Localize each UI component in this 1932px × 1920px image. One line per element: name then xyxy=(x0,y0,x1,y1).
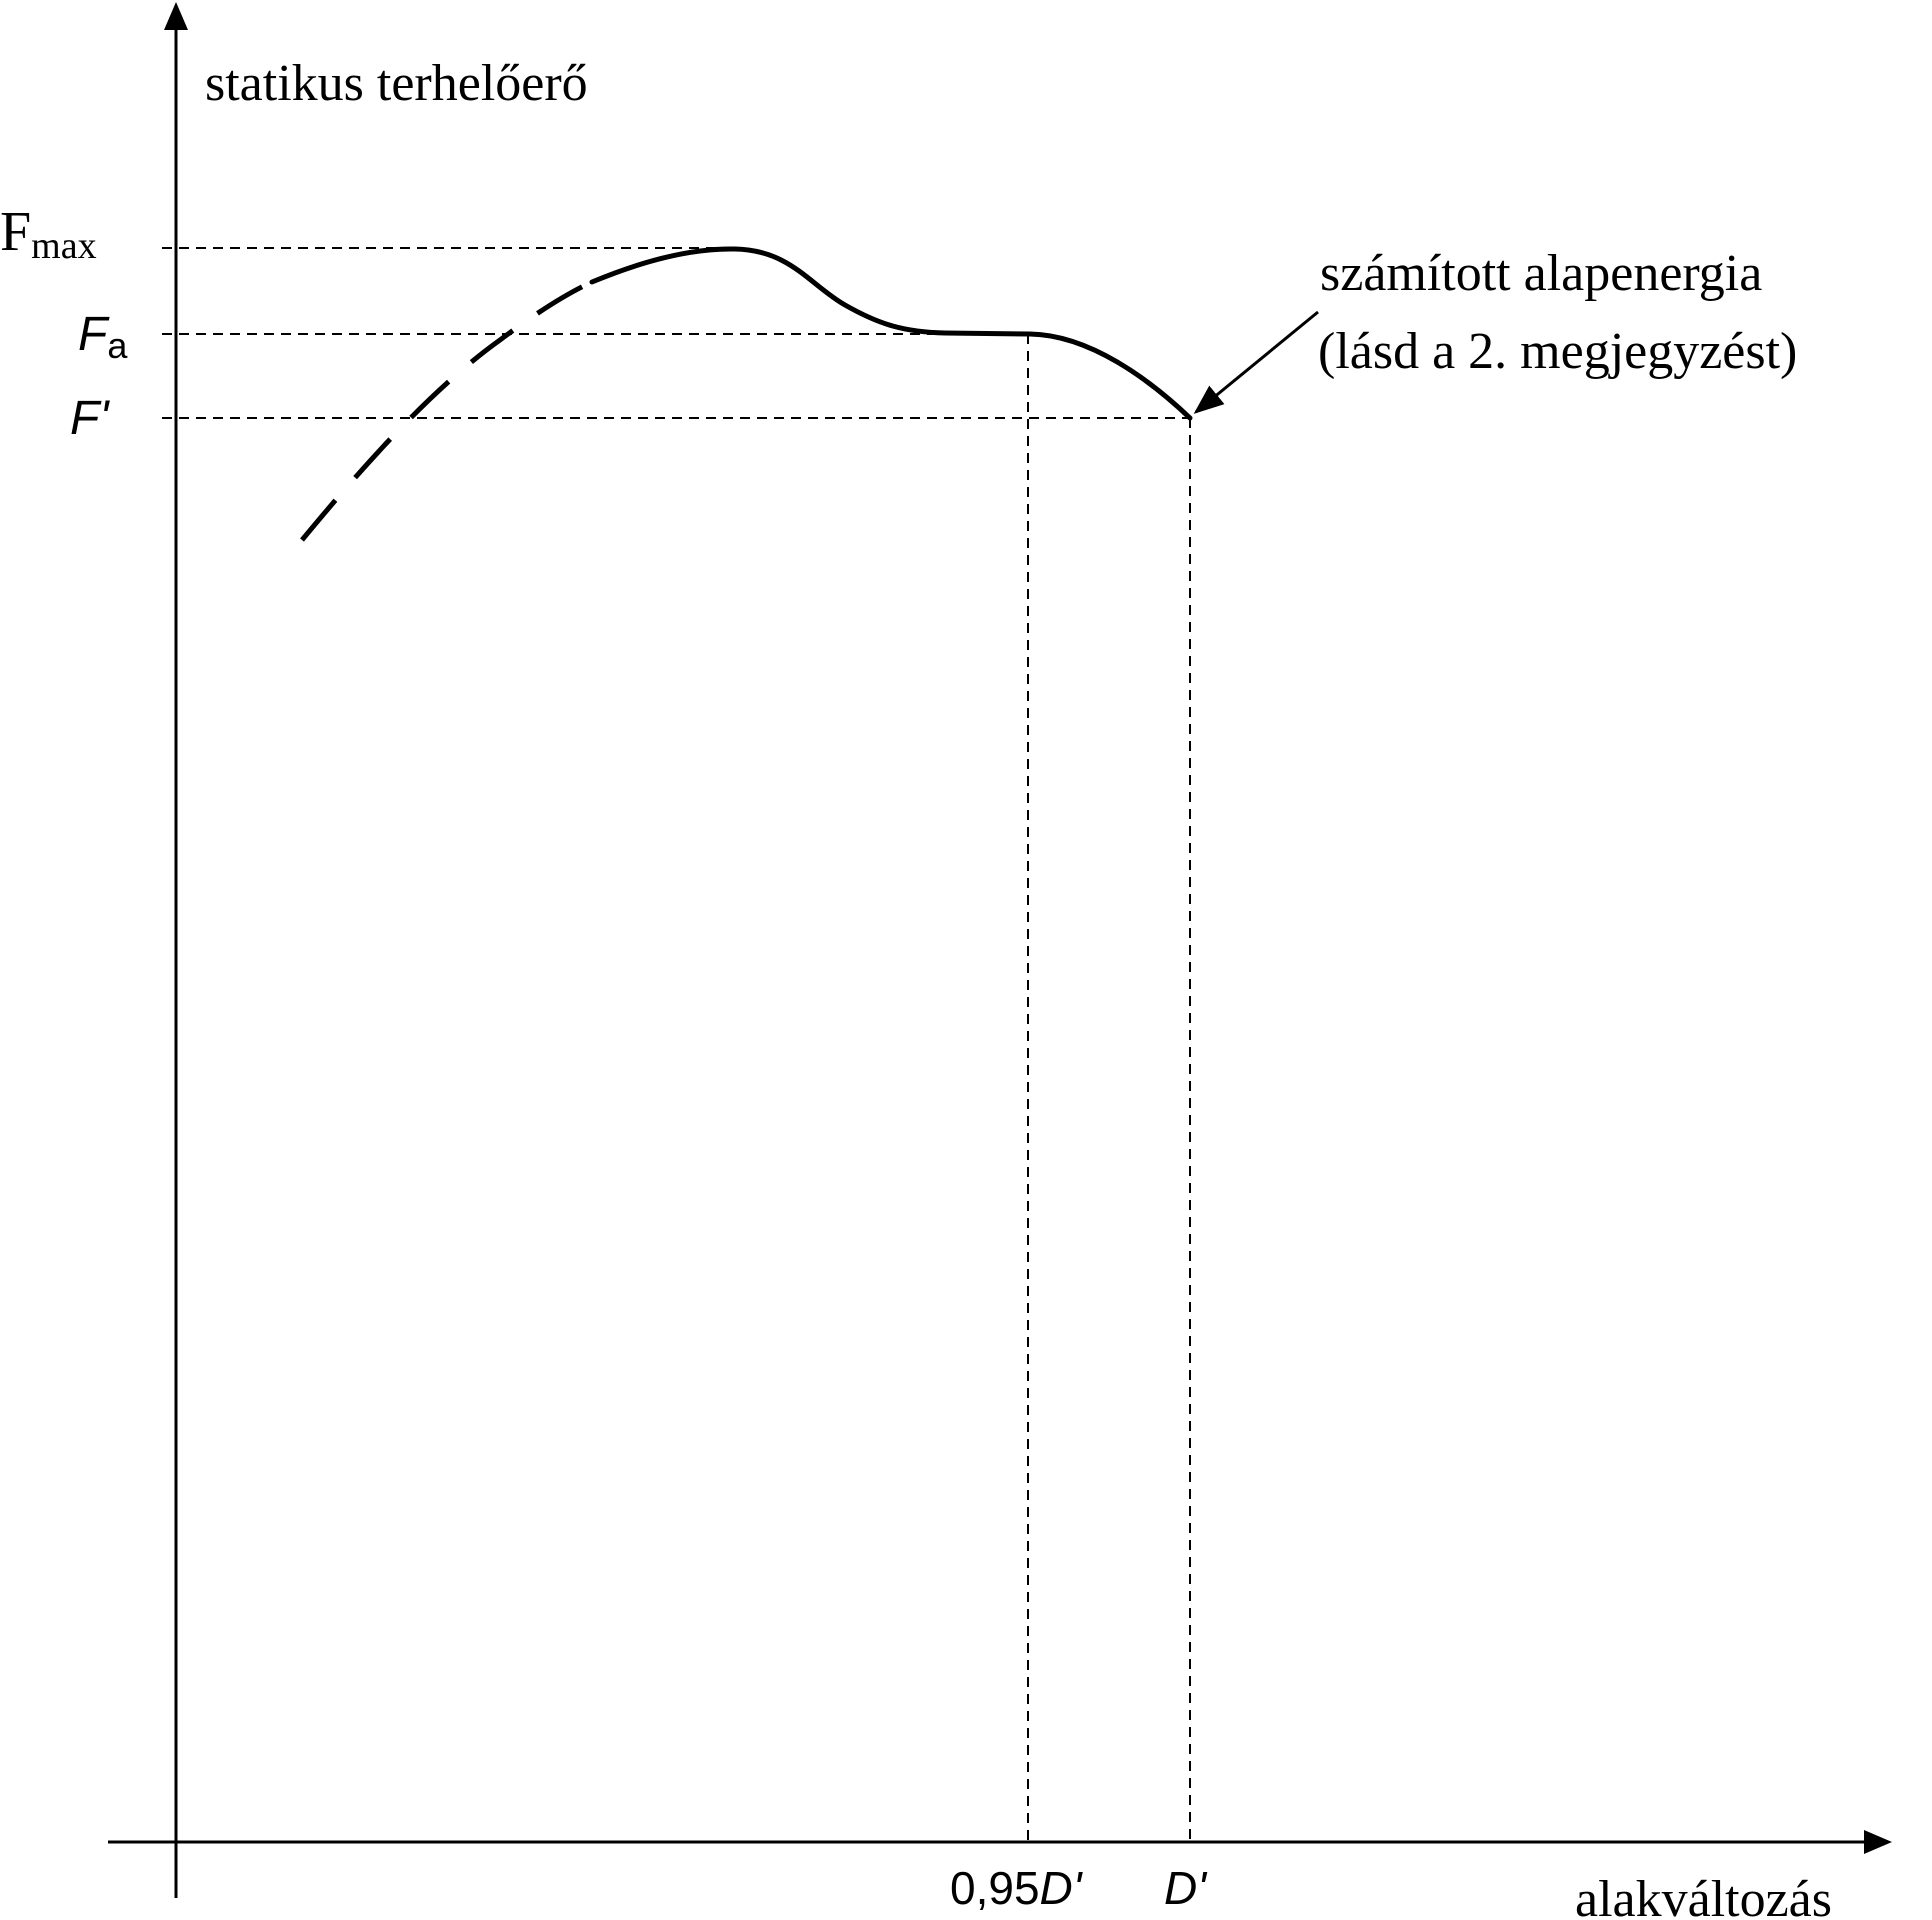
d095-symbol: D' xyxy=(1040,1862,1084,1914)
fprime-label: F' xyxy=(70,392,110,445)
fmax-sub: max xyxy=(31,225,96,267)
fa-sub: a xyxy=(107,325,128,366)
fmax-label: Fmax xyxy=(0,201,97,267)
annotation-line-2: (lásd a 2. megjegyzést) xyxy=(1318,323,1797,380)
x-axis-arrowhead xyxy=(1864,1830,1892,1854)
fmax-main: F xyxy=(0,201,31,263)
y-axis-arrowhead xyxy=(164,2,188,30)
x-axis-label: alakváltozás xyxy=(1575,1871,1832,1920)
curve-solid-segment xyxy=(589,246,1193,421)
d095-label: 0,95D' xyxy=(950,1862,1084,1914)
fa-label: Fa xyxy=(78,308,128,366)
fa-main: F xyxy=(78,308,110,361)
y-axis-label: statikus terhelőerő xyxy=(205,55,588,112)
d095-number: 0,95 xyxy=(950,1862,1040,1914)
dprime-label: D' xyxy=(1164,1862,1208,1914)
annotation-arrow xyxy=(1193,310,1319,414)
curve-dashed-segment xyxy=(300,279,594,542)
annotation-line-1: számított alapenergia xyxy=(1320,245,1762,302)
